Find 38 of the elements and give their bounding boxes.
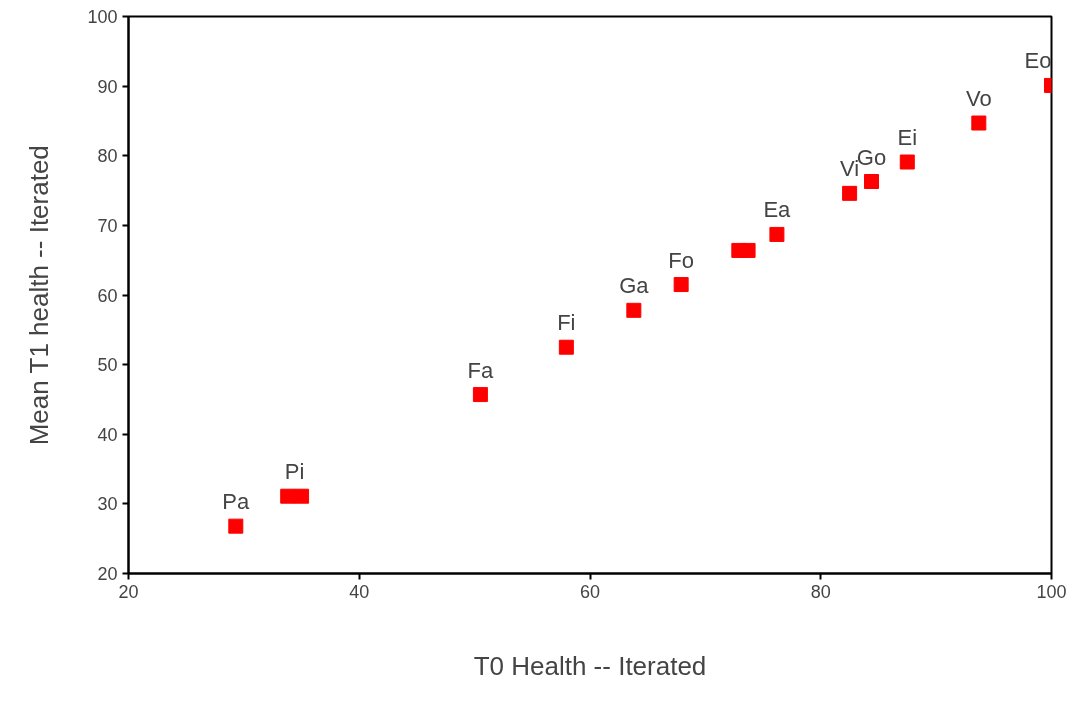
point [769,226,785,242]
annotation: Fi [557,310,576,336]
point [971,115,987,131]
y-axis-title: Mean T1 health -- Iterated [24,145,55,446]
point [864,174,880,190]
annotation: Ea [763,197,792,223]
point [899,154,915,170]
point [673,277,689,293]
y-tick-label: 60 [97,285,118,306]
point [280,488,296,504]
annotation: Pa [222,489,251,515]
point [294,488,310,504]
y-tick-label: 40 [97,424,118,445]
point [626,302,642,318]
annotation: Pi [284,459,305,485]
annotation: Vo [965,86,992,112]
y-tick-label: 100 [87,7,118,27]
x-tick-label: 80 [810,581,831,602]
point [558,339,574,355]
y-tick-label: 80 [97,146,118,167]
y-tick-label: 20 [97,564,118,584]
x-tick-label: 40 [349,581,370,602]
y-tick-label: 90 [97,76,118,97]
annotation: Fo [668,247,694,273]
annotation: Fa [467,357,494,383]
point [740,242,756,258]
point [228,518,244,534]
y-tick-label: 50 [97,355,118,376]
x-tick-label: 100 [1036,581,1067,602]
x-tick-label: 60 [579,581,601,602]
point [842,185,858,201]
y-tick-label: 70 [97,215,118,236]
annotation: Ei [897,125,918,151]
y-tick-label: 30 [97,494,118,515]
x-tick-label: 20 [118,581,139,602]
x-axis-title: T0 Health -- Iterated [473,650,707,681]
annotation: Ga [619,273,650,299]
point [472,387,488,403]
